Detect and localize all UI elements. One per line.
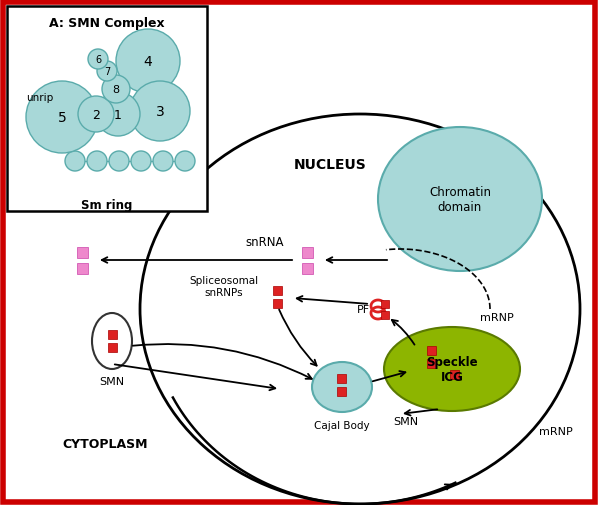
Circle shape xyxy=(130,82,190,142)
Text: PF: PF xyxy=(356,305,370,315)
Bar xyxy=(428,346,437,356)
Bar xyxy=(381,311,389,319)
Bar xyxy=(303,263,313,274)
Bar xyxy=(303,247,313,258)
Text: 1: 1 xyxy=(114,108,122,121)
Bar xyxy=(273,286,282,295)
Text: Speckle
ICG: Speckle ICG xyxy=(426,356,478,383)
Text: 2: 2 xyxy=(92,108,100,121)
Circle shape xyxy=(153,152,173,172)
Text: unrip: unrip xyxy=(26,93,54,103)
Text: SMN: SMN xyxy=(99,376,124,386)
Ellipse shape xyxy=(312,362,372,412)
Text: mRNP: mRNP xyxy=(480,313,514,322)
Circle shape xyxy=(88,50,108,70)
Text: 4: 4 xyxy=(144,55,152,69)
Circle shape xyxy=(97,62,117,82)
Text: Cajal Body: Cajal Body xyxy=(314,420,370,430)
Circle shape xyxy=(109,152,129,172)
Text: 5: 5 xyxy=(57,111,66,125)
Bar xyxy=(77,263,87,274)
Text: 8: 8 xyxy=(112,85,120,95)
Bar xyxy=(108,330,117,339)
Bar xyxy=(77,247,87,258)
Ellipse shape xyxy=(384,327,520,411)
Text: NUCLEUS: NUCLEUS xyxy=(294,158,367,172)
Circle shape xyxy=(78,97,114,133)
Circle shape xyxy=(26,82,98,154)
Text: mRNP: mRNP xyxy=(539,426,573,436)
Circle shape xyxy=(65,152,85,172)
Bar xyxy=(381,300,389,308)
Ellipse shape xyxy=(92,314,132,369)
Bar xyxy=(337,374,346,383)
Circle shape xyxy=(175,152,195,172)
FancyBboxPatch shape xyxy=(7,7,207,212)
Text: Spliceosomal
snRNPs: Spliceosomal snRNPs xyxy=(190,276,258,297)
Circle shape xyxy=(131,152,151,172)
Text: 6: 6 xyxy=(95,55,101,65)
Text: CYTOPLASM: CYTOPLASM xyxy=(62,438,148,450)
Circle shape xyxy=(116,30,180,94)
Text: 3: 3 xyxy=(155,105,164,119)
Bar xyxy=(108,343,117,352)
Text: SMN: SMN xyxy=(393,416,419,426)
Bar xyxy=(273,299,282,309)
Text: Chromatin
domain: Chromatin domain xyxy=(429,186,491,214)
Bar xyxy=(428,359,437,368)
Circle shape xyxy=(102,76,130,104)
Bar xyxy=(450,370,459,379)
Text: Sm ring: Sm ring xyxy=(81,198,133,211)
Text: 7: 7 xyxy=(104,67,110,77)
Circle shape xyxy=(96,93,140,137)
Text: A: SMN Complex: A: SMN Complex xyxy=(49,17,165,29)
Ellipse shape xyxy=(378,128,542,272)
Circle shape xyxy=(87,152,107,172)
FancyBboxPatch shape xyxy=(3,3,595,502)
Ellipse shape xyxy=(140,115,580,504)
Text: snRNA: snRNA xyxy=(246,235,284,248)
Bar xyxy=(337,387,346,396)
